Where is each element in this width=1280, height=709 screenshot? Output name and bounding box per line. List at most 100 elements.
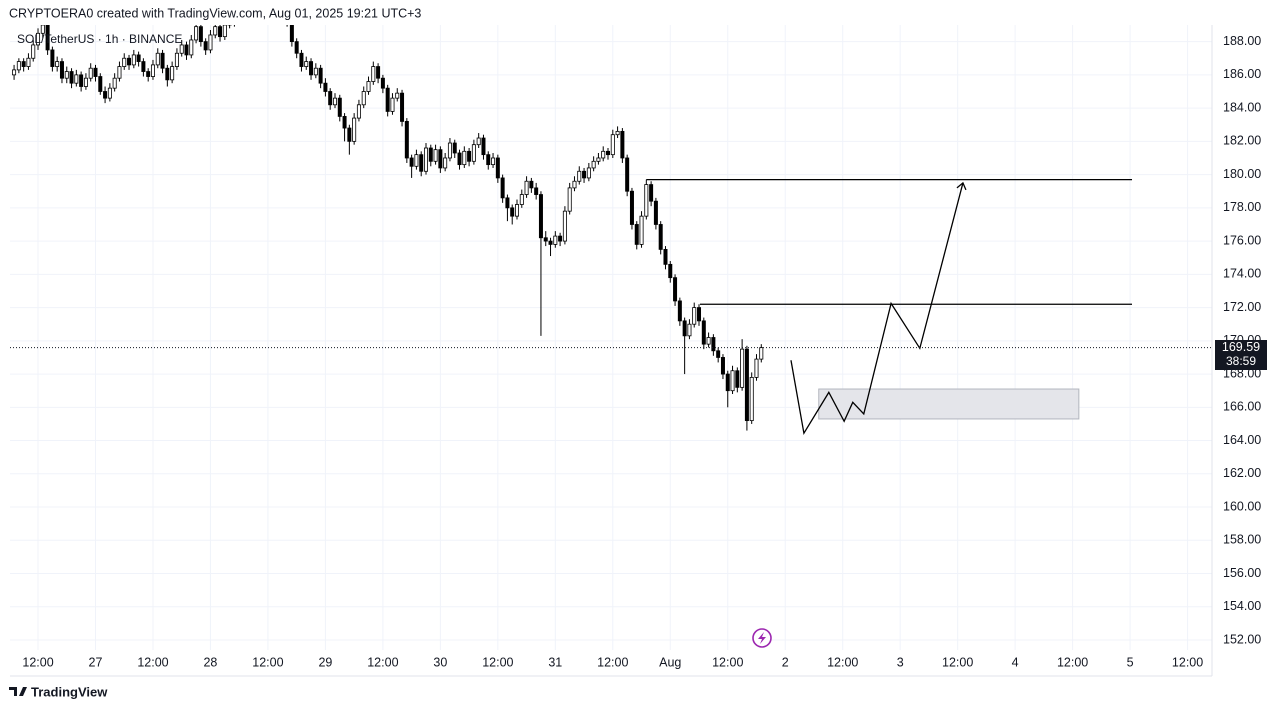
y-tick-label: 158.00 bbox=[1223, 533, 1261, 547]
candle-body bbox=[189, 39, 194, 56]
drawings bbox=[646, 178, 1133, 436]
candle-body bbox=[98, 76, 103, 92]
x-tick-label: 30 bbox=[433, 655, 447, 669]
x-tick-label: 12:00 bbox=[827, 655, 858, 669]
candle-body bbox=[519, 194, 524, 205]
candle-body bbox=[304, 61, 309, 67]
x-tick-label: 12:00 bbox=[137, 655, 168, 669]
x-tick-label: 12:00 bbox=[252, 655, 283, 669]
candle-body bbox=[174, 52, 179, 67]
projection-arrowhead bbox=[956, 181, 967, 191]
candle-body bbox=[203, 41, 208, 51]
candle-body bbox=[404, 121, 409, 159]
candle-body bbox=[395, 92, 400, 99]
candle-body bbox=[447, 142, 452, 159]
candle-body bbox=[586, 167, 591, 179]
candle-body bbox=[45, 25, 50, 51]
candle-body bbox=[88, 67, 93, 79]
candle-body bbox=[289, 25, 294, 43]
candle-body bbox=[213, 26, 218, 36]
candle-body bbox=[452, 142, 457, 154]
candle-body bbox=[649, 184, 654, 202]
y-tick-label: 182.00 bbox=[1223, 134, 1261, 148]
candle-body bbox=[706, 337, 711, 345]
candle-body bbox=[309, 61, 314, 76]
candle-body bbox=[93, 67, 98, 77]
candle-body bbox=[558, 235, 563, 242]
event-icon bbox=[752, 628, 772, 648]
candle-body bbox=[222, 25, 227, 38]
candle-body bbox=[361, 91, 366, 106]
candle-body bbox=[744, 348, 749, 422]
candle-body bbox=[352, 117, 357, 142]
candle-body bbox=[692, 307, 697, 325]
candle-body bbox=[562, 210, 567, 242]
candle-body bbox=[457, 152, 462, 166]
candle-body bbox=[553, 235, 558, 245]
candle-body bbox=[31, 44, 36, 59]
candle-body bbox=[64, 71, 69, 79]
candle-body bbox=[165, 67, 170, 81]
candle-body bbox=[160, 52, 165, 69]
x-tick-label: 3 bbox=[897, 655, 904, 669]
candle-body bbox=[55, 61, 60, 67]
candle-body bbox=[625, 157, 630, 192]
candle-body bbox=[735, 370, 740, 388]
candle-body bbox=[112, 77, 117, 89]
candle-body bbox=[59, 61, 64, 79]
candle-body bbox=[730, 370, 735, 392]
candle-body bbox=[687, 323, 692, 337]
candle-body bbox=[428, 147, 433, 162]
y-tick-label: 156.00 bbox=[1223, 566, 1261, 580]
candle-body bbox=[658, 224, 663, 250]
candle-body bbox=[155, 52, 160, 66]
x-tick-label: 27 bbox=[89, 655, 103, 669]
candle-body bbox=[543, 237, 548, 242]
candle-body bbox=[529, 180, 534, 189]
projection-path bbox=[790, 182, 964, 436]
candle-body bbox=[313, 67, 318, 76]
candle-body bbox=[376, 66, 381, 79]
x-tick-label: 12:00 bbox=[597, 655, 628, 669]
demand-zone bbox=[818, 388, 1080, 420]
candle-body bbox=[371, 66, 376, 82]
candle-body bbox=[538, 194, 543, 239]
price-label-bg bbox=[1215, 340, 1267, 370]
candle-body bbox=[146, 71, 151, 77]
candle-body bbox=[754, 358, 759, 378]
countdown: 38:59 bbox=[1226, 354, 1256, 368]
candle-body bbox=[438, 149, 443, 169]
y-tick-label: 184.00 bbox=[1223, 100, 1261, 114]
candle-body bbox=[332, 97, 337, 106]
candle-body bbox=[414, 154, 419, 167]
last-price-label: 169.59 bbox=[1222, 340, 1260, 354]
y-tick-label: 186.00 bbox=[1223, 67, 1261, 81]
candle-body bbox=[606, 150, 611, 156]
x-tick-label: 12:00 bbox=[1172, 655, 1203, 669]
candle-body bbox=[677, 300, 682, 322]
candle-body bbox=[150, 64, 155, 77]
candle-body bbox=[443, 157, 448, 169]
candle-body bbox=[663, 249, 668, 265]
candle-body bbox=[620, 130, 625, 159]
candle-body bbox=[218, 26, 223, 38]
candle-body bbox=[505, 197, 510, 209]
candle-body bbox=[198, 26, 203, 43]
tradingview-logo: TradingView bbox=[9, 684, 108, 699]
y-tick-label: 162.00 bbox=[1223, 466, 1261, 480]
candle-body bbox=[299, 52, 304, 67]
symbol-title: SOL/TetherUS · 1h · BINANCE bbox=[17, 32, 182, 46]
candle-body bbox=[390, 97, 395, 112]
candle-body bbox=[50, 49, 55, 67]
candle-body bbox=[179, 44, 184, 54]
x-tick-label: 5 bbox=[1127, 655, 1134, 669]
last-price-box: 38:59 169.59 bbox=[1215, 340, 1267, 370]
candle-body bbox=[127, 57, 132, 66]
candle-body bbox=[759, 347, 764, 360]
grid bbox=[10, 25, 1212, 650]
candle-body bbox=[615, 130, 620, 136]
candle-body bbox=[582, 170, 587, 179]
candle-body bbox=[83, 77, 88, 87]
